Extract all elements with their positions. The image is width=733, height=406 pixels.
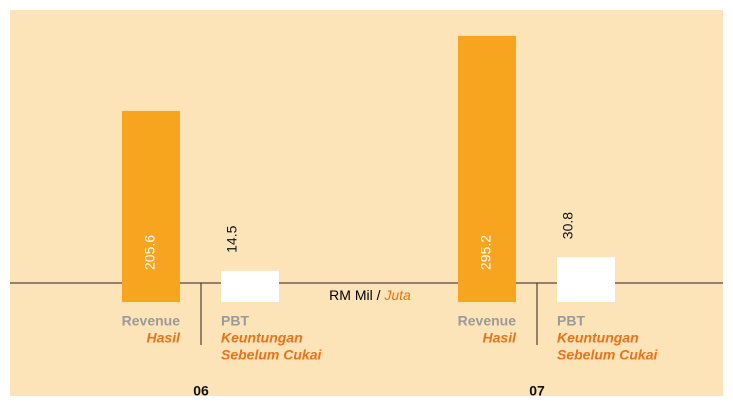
series-translation: Hasil: [147, 330, 182, 346]
series-translation: Sebelum Cukai: [557, 347, 658, 363]
value-label: 205.6: [142, 235, 158, 270]
bar: [458, 35, 516, 302]
series-name: PBT: [221, 313, 249, 329]
series-translation: Keuntungan: [557, 330, 639, 346]
unit-label: RM Mil / Juta: [329, 287, 411, 303]
series-translation: Sebelum Cukai: [221, 347, 322, 363]
bar: [122, 110, 180, 302]
year-label: 07: [529, 383, 545, 399]
series-translation: Hasil: [483, 330, 518, 346]
unit-translation: Juta: [383, 287, 411, 303]
series-translation: Keuntungan: [221, 330, 303, 346]
value-label: 14.5: [224, 225, 240, 252]
unit-separator: /: [377, 287, 381, 303]
bar: [221, 270, 279, 302]
bar: [557, 257, 615, 302]
unit: RM Mil: [329, 287, 373, 303]
value-label: 30.8: [560, 212, 576, 239]
value-label: 295.2: [478, 235, 494, 270]
series-name: Revenue: [122, 313, 181, 329]
year-label: 06: [193, 383, 209, 399]
series-name: Revenue: [458, 313, 517, 329]
series-name: PBT: [557, 313, 585, 329]
